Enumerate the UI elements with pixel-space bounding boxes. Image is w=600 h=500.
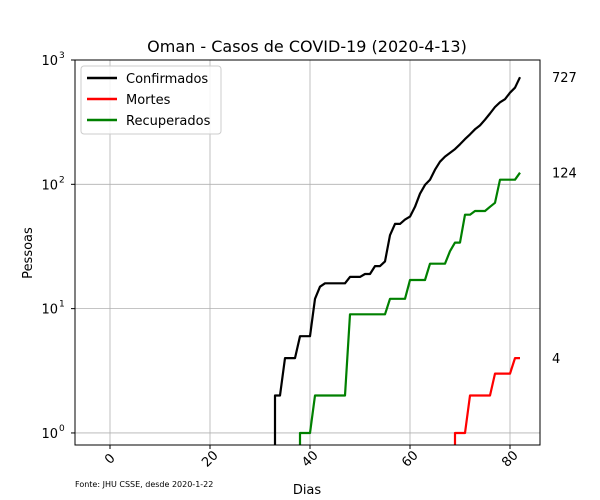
source-note: Fonte: JHU CSSE, desde 2020-1-22 bbox=[75, 480, 213, 489]
end-label: 727 bbox=[552, 71, 577, 86]
y-tick-exponent: 2 bbox=[59, 175, 65, 185]
y-axis-label: Pessoas bbox=[21, 227, 36, 279]
legend: Confirmados Mortes Recuperados bbox=[80, 65, 222, 135]
chart-title: Oman - Casos de COVID-19 (2020-4-13) bbox=[147, 37, 467, 56]
y-tick-exponent: 1 bbox=[59, 300, 65, 310]
plot-frame bbox=[74, 59, 541, 446]
legend-label: Recuperados bbox=[126, 114, 211, 129]
legend-label: Mortes bbox=[126, 93, 171, 108]
x-axis-label: Dias bbox=[293, 483, 322, 498]
legend-box bbox=[80, 65, 222, 135]
end-label: 124 bbox=[552, 167, 577, 182]
x-tick-label: 20 bbox=[199, 448, 221, 470]
series-line-mortes bbox=[453, 357, 520, 445]
x-ticks: 0 20 40 60 80 bbox=[102, 445, 522, 471]
x-tick-label: 0 bbox=[102, 451, 118, 467]
y-tick-label: 10 bbox=[41, 303, 58, 318]
y-tick-label: 10 bbox=[41, 178, 58, 193]
y-tick-exponent: 0 bbox=[59, 424, 65, 434]
x-tick-label: 60 bbox=[399, 448, 421, 470]
series-lines bbox=[273, 76, 521, 445]
x-tick-label: 80 bbox=[499, 448, 521, 470]
end-label: 4 bbox=[552, 352, 560, 367]
series-line-recuperados bbox=[298, 172, 521, 445]
y-tick-exponent: 3 bbox=[59, 51, 65, 61]
series-line-confirmados bbox=[273, 76, 521, 445]
legend-label: Confirmados bbox=[126, 72, 208, 87]
y-tick-label: 10 bbox=[41, 54, 58, 69]
y-tick-label: 10 bbox=[41, 427, 58, 442]
x-tick-label: 40 bbox=[299, 448, 321, 470]
end-labels: 727 4 124 bbox=[552, 71, 577, 367]
